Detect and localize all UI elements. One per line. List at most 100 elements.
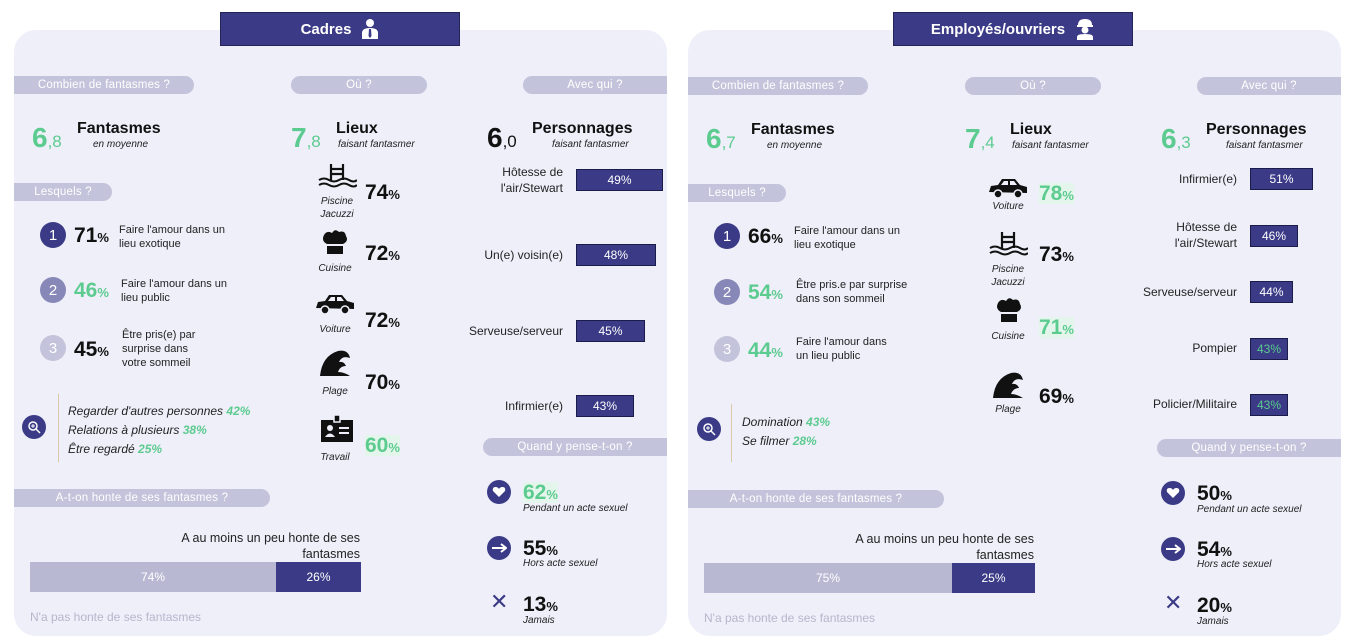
which-text: Être pris.e par surprise dans son sommei…	[796, 279, 908, 305]
when-label: Pendant un acte sexuel	[1197, 504, 1302, 515]
personnages-title: Personnages	[1206, 121, 1307, 138]
employes-title-box: Employés/ouvriers	[893, 12, 1133, 46]
lieux-sub: faisant fantasmer	[1012, 140, 1089, 151]
which-text: Faire l'amour dans un lieu public	[796, 336, 887, 362]
place-pct: 69%	[1039, 385, 1074, 408]
wave-icon	[993, 372, 1023, 398]
lieux-number: 7,8	[291, 122, 321, 153]
shame-bottom-text: N'a pas honte de ses fantasmes	[30, 610, 202, 624]
count-pill: Combien de fantasmes ?	[14, 76, 194, 94]
employes-title: Employés/ouvriers	[930, 20, 1066, 38]
fantasmes-sub: en moyenne	[93, 139, 149, 150]
person-bar: 46%	[1250, 225, 1298, 247]
personnages-number: 6,0	[487, 122, 517, 153]
where-pill: Où ?	[965, 77, 1101, 95]
cross-icon: ✕	[490, 589, 509, 614]
fantasmes-number: 6,7	[706, 123, 736, 154]
when-label: Hors acte sexuel	[1197, 559, 1272, 570]
when-pct: 50%	[1197, 482, 1232, 505]
which-pct: 44%	[748, 339, 783, 362]
person-label: Serveuse/serveur	[468, 324, 563, 338]
personnages-sub: faisant fantasmer	[1226, 140, 1303, 151]
place-label: Travail	[320, 452, 350, 463]
shame-bottom-text: N'a pas honte de ses fantasmes	[704, 611, 876, 625]
place-label: Piscine Jacuzzi	[991, 264, 1025, 288]
when-label: Pendant un acte sexuel	[523, 503, 628, 514]
who-pill: Avec qui ?	[1197, 77, 1341, 95]
badge-icon	[321, 414, 353, 442]
manager-icon	[362, 19, 379, 39]
shame-yes-bar: 25%	[952, 563, 1035, 593]
place-pct: 78%	[1039, 182, 1074, 205]
personnages-title: Personnages	[532, 120, 633, 137]
which-text: Faire l'amour dans un lieu public	[121, 278, 228, 304]
which-pct: 54%	[748, 281, 783, 304]
pool-icon	[989, 232, 1028, 256]
rank-circle: 1	[40, 222, 66, 248]
rank-circle: 1	[714, 223, 740, 249]
lieux-title: Lieux	[336, 120, 378, 137]
zoom-icon[interactable]	[22, 415, 46, 439]
person-label: Infirmier(e)	[1178, 172, 1237, 186]
shame-text: A au moins un peu honte de ses fantasmes	[181, 531, 360, 561]
lieux-sub: faisant fantasmer	[338, 139, 415, 150]
which-text: Faire l'amour dans un lieu exotique	[794, 225, 901, 251]
worker-icon	[1077, 19, 1094, 40]
zoom-icon[interactable]	[697, 417, 721, 441]
extra-item: Se filmer 28%	[742, 434, 817, 448]
place-label: Voiture	[992, 201, 1024, 212]
rank-circle: 2	[714, 279, 740, 305]
person-bar: 44%	[1250, 281, 1293, 303]
chef-hat-icon	[323, 230, 347, 254]
person-label: Pompier	[1192, 341, 1237, 355]
rank-circle: 3	[40, 335, 66, 361]
which-text: Faire l'amour dans un lieu exotique	[119, 224, 226, 250]
extra-item: Domination 43%	[742, 415, 831, 429]
when-pill: Quand y pense-t-on ?	[1157, 439, 1341, 457]
person-bar: 49%	[576, 169, 663, 191]
extra-item: Regarder d'autres personnes 42%	[68, 404, 251, 418]
heart-icon	[487, 480, 511, 504]
person-label: Hôtesse de l'air/Stewart	[1174, 220, 1237, 250]
when-label: Jamais	[523, 615, 555, 626]
extra-item: Relations à plusieurs 38%	[68, 423, 207, 437]
divider	[731, 404, 732, 462]
who-pill: Avec qui ?	[523, 76, 667, 94]
person-bar: 45%	[576, 320, 645, 342]
place-pct: 70%	[365, 371, 400, 394]
employes-panel	[688, 30, 1341, 636]
lieux-number: 7,4	[965, 123, 995, 154]
person-bar: 43%	[576, 395, 634, 417]
chef-hat-icon	[997, 298, 1021, 322]
place-pct: 72%	[365, 242, 400, 265]
person-label: Policier/Militaire	[1152, 397, 1237, 411]
when-pct: 13%	[523, 593, 558, 616]
lieux-title: Lieux	[1010, 121, 1052, 138]
place-pct: 72%	[365, 309, 400, 332]
when-label: Hors acte sexuel	[523, 558, 598, 569]
which-pct: 46%	[74, 279, 109, 302]
place-label: Plage	[995, 404, 1021, 415]
which-pct: 71%	[74, 224, 109, 247]
cross-icon: ✕	[1164, 590, 1183, 615]
person-label: Un(e) voisin(e)	[484, 248, 563, 262]
person-bar: 51%	[1250, 168, 1313, 190]
arrow-icon	[1161, 537, 1185, 561]
shame-text: A au moins un peu honte de ses fantasmes	[855, 532, 1034, 562]
shame-no-bar: 74%	[30, 562, 276, 592]
which-pill: Lesquels ?	[688, 184, 786, 202]
which-pill: Lesquels ?	[14, 183, 112, 201]
fantasmes-title: Fantasmes	[751, 121, 835, 138]
when-pct: 55%	[523, 537, 558, 560]
divider	[58, 394, 59, 462]
fantasmes-title: Fantasmes	[77, 120, 161, 137]
shame-pill: A-t-on honte de ses fantasmes ?	[688, 490, 944, 508]
place-label: Cuisine	[991, 331, 1025, 342]
place-pct: 74%	[365, 181, 400, 204]
place-pct: 71%	[1039, 316, 1074, 339]
cadres-panel	[14, 30, 667, 636]
place-label: Voiture	[319, 324, 351, 335]
place-label: Cuisine	[318, 263, 352, 274]
shame-yes-bar: 26%	[276, 562, 361, 592]
when-pct: 54%	[1197, 538, 1232, 561]
